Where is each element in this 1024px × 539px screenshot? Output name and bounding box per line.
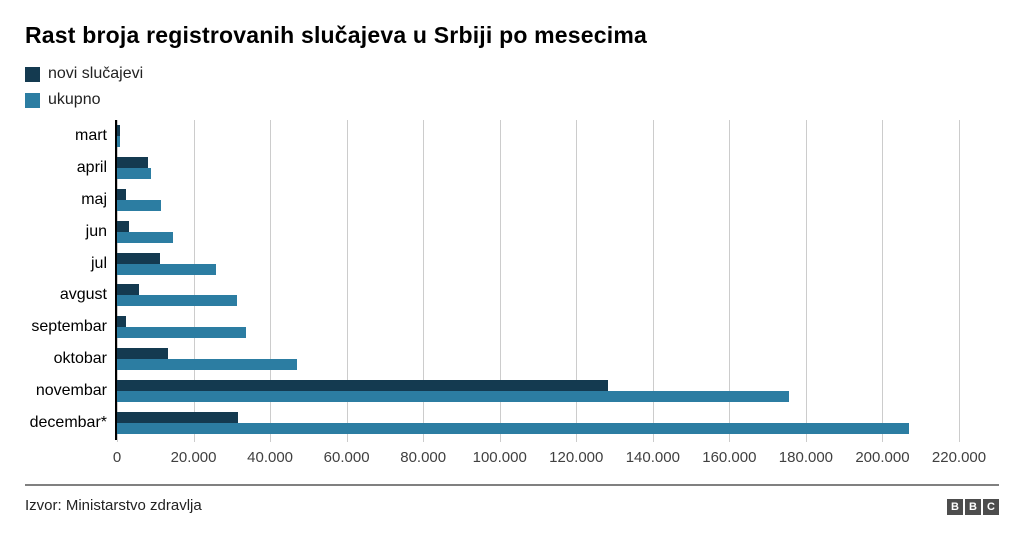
category-label-maj: maj — [81, 190, 107, 208]
x-tick-label-180.000: 180.000 — [778, 449, 834, 466]
gridline-220.000 — [959, 120, 960, 442]
x-tick-label-20.000: 20.000 — [170, 449, 217, 466]
bar-ukupno-jul — [117, 263, 217, 275]
plot-area — [117, 120, 960, 442]
bar-novi-slucajevi-mart — [117, 124, 121, 136]
bar-novi-slucajevi-oktobar — [117, 348, 169, 360]
footer-divider — [25, 484, 999, 486]
gridline-20.000 — [193, 120, 195, 442]
gridline-0 — [117, 120, 118, 442]
bar-row-mart — [117, 120, 959, 152]
legend-swatch-novi-slucajevi — [25, 66, 40, 82]
category-label-jul: jul — [90, 254, 107, 272]
gridline-60.000 — [346, 120, 348, 442]
bar-row-oktobar — [117, 343, 959, 375]
x-tick-label-160.000: 160.000 — [702, 449, 757, 466]
bar-row-april — [117, 152, 959, 184]
bar-ukupno-jun — [117, 231, 173, 243]
bar-ukupno-mart — [117, 135, 121, 147]
gridline-180.000 — [805, 120, 807, 442]
chart-title: Rast broja registrovanih slučajeva u Srb… — [25, 22, 648, 48]
category-label-avgust: avgust — [59, 286, 107, 304]
bar-row-novembar — [117, 375, 959, 407]
x-tick-label-200.000: 200.000 — [855, 449, 910, 466]
bar-row-maj — [117, 184, 959, 216]
category-label-septembar: septembar — [31, 318, 107, 336]
x-tick-label-40.000: 40.000 — [247, 449, 294, 466]
legend-label-ukupno: ukupno — [48, 91, 101, 108]
gridline-100.000 — [499, 120, 501, 442]
x-tick-label-140.000: 140.000 — [625, 449, 680, 466]
category-label-jun: jun — [85, 222, 107, 240]
category-label-mart: mart — [75, 127, 107, 144]
bar-novi-slucajevi-jun — [117, 220, 129, 232]
bar-novi-slucajevi-novembar — [117, 380, 609, 392]
bar-row-jun — [117, 216, 959, 248]
bar-novi-slucajevi-avgust — [117, 284, 140, 296]
category-label-april: april — [76, 158, 107, 176]
category-label-decembar: decembar* — [29, 414, 107, 432]
legend: novi slučajevi ukupno — [25, 65, 144, 118]
gridline-200.000 — [882, 120, 884, 442]
x-tick-label-120.000: 120.000 — [549, 449, 604, 466]
bar-ukupno-oktobar — [117, 359, 298, 371]
legend-item-ukupno: ukupno — [25, 91, 143, 108]
bar-novi-slucajevi-april — [117, 156, 148, 168]
bar-novi-slucajevi-septembar — [117, 316, 126, 328]
bar-novi-slucajevi-maj — [117, 188, 127, 200]
bar-novi-slucajevi-decembar — [117, 411, 238, 423]
x-tick-label-100.000: 100.000 — [472, 449, 527, 466]
bbc-logo-block-0: B — [947, 499, 963, 515]
bar-row-decembar — [117, 407, 959, 439]
bar-ukupno-april — [117, 167, 152, 179]
x-axis-tick-labels: 0 20.000 40.000 60.000 80.000 100.000 120.000 1… — [113, 449, 986, 467]
x-tick-label-60.000: 60.000 — [323, 449, 370, 466]
bar-row-jul — [117, 248, 959, 280]
source-attribution: Izvor: Ministarstvo zdravlja — [25, 497, 202, 514]
x-tick-label-0: 0 — [112, 449, 122, 466]
bar-ukupno-decembar — [117, 422, 910, 434]
bar-row-avgust — [117, 279, 959, 311]
y-axis-line — [115, 120, 117, 440]
legend-swatch-ukupno — [25, 92, 40, 108]
legend-label-novi-slucajevi: novi slučajevi — [48, 65, 144, 82]
bar-ukupno-maj — [117, 199, 161, 211]
x-tick-label-220.000: 220.000 — [931, 449, 987, 466]
bar-row-septembar — [117, 311, 959, 343]
bbc-logo-block-2: C — [983, 499, 999, 515]
legend-item-novi-slucajevi: novi slučajevi — [25, 65, 144, 82]
gridline-40.000 — [270, 120, 272, 442]
bar-ukupno-septembar — [117, 327, 247, 339]
bar-ukupno-avgust — [117, 295, 238, 307]
bbc-logo-block-1: B — [965, 499, 981, 515]
gridline-120.000 — [576, 120, 578, 442]
x-tick-label-80.000: 80.000 — [400, 449, 447, 466]
gridline-80.000 — [423, 120, 425, 442]
gridline-160.000 — [729, 120, 731, 442]
bar-ukupno-novembar — [117, 391, 789, 403]
bar-novi-slucajevi-jul — [117, 252, 161, 264]
y-axis-category-labels: mart april maj jun jul avgust septembar oktobar… — [0, 120, 107, 439]
gridline-140.000 — [652, 120, 654, 442]
category-label-oktobar: oktobar — [53, 350, 107, 368]
category-label-novembar: novembar — [35, 382, 107, 400]
